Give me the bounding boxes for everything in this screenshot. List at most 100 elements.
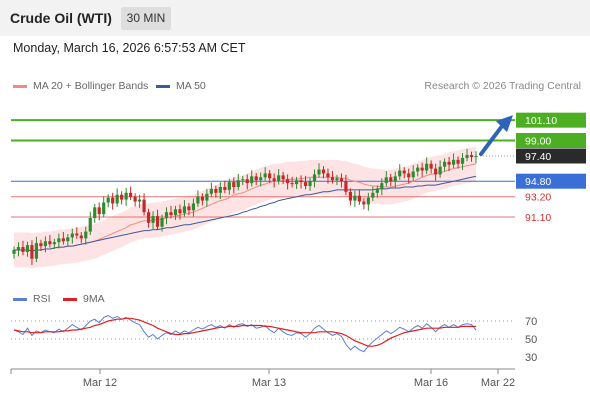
candle-body <box>326 173 330 178</box>
candle-body <box>173 209 178 216</box>
candle-body <box>155 216 160 227</box>
rsi-label: RSI <box>33 293 51 305</box>
candle-body <box>16 247 21 250</box>
level-tag-101.10 <box>516 112 586 128</box>
candle-body <box>299 180 303 183</box>
x-tick-label: Mar 22 <box>481 377 515 389</box>
candle-body <box>339 178 344 182</box>
candle-body <box>366 197 370 205</box>
level-tag-94.80 <box>516 173 586 189</box>
candle-body <box>227 182 231 190</box>
candle-body <box>281 175 285 180</box>
x-tick-label: Mar 13 <box>252 377 286 389</box>
candle-body <box>182 206 187 214</box>
candle-body <box>84 231 88 239</box>
candle-body <box>380 183 384 189</box>
candle-body <box>250 176 254 184</box>
rsi-swatch <box>13 297 27 301</box>
candle-body <box>196 196 200 204</box>
rsi-ma9-line <box>13 317 476 347</box>
timeframe-badge[interactable]: 30 MIN <box>121 7 171 30</box>
candle-body <box>317 169 321 175</box>
candle-body <box>272 178 276 182</box>
candle-body <box>57 238 61 243</box>
candle-body <box>88 218 92 232</box>
candle-body <box>357 195 361 202</box>
candle-body <box>353 195 357 201</box>
candle-body <box>214 188 218 193</box>
candle-body <box>294 180 299 185</box>
ma9-label: 9MA <box>83 293 105 305</box>
candle-body <box>393 176 397 182</box>
candle-body <box>39 243 43 247</box>
candle-body <box>124 192 128 200</box>
bollinger-band-area <box>14 146 476 269</box>
x-tick-label: Mar 16 <box>414 377 448 389</box>
legend-9ma: 9MA <box>63 293 105 305</box>
candle-body <box>268 173 272 179</box>
rsi-tick-70: 70 <box>525 316 537 328</box>
rsi-tick-50: 50 <box>525 334 537 346</box>
candle-body <box>97 207 101 215</box>
ma50-swatch <box>156 84 170 88</box>
candle-body <box>330 177 335 181</box>
candle-body <box>362 201 366 205</box>
candle-body <box>425 163 429 171</box>
candle-body <box>102 202 106 215</box>
header-bar: Crude Oil (WTI) 30 MIN <box>0 0 590 36</box>
candle-body <box>21 247 25 252</box>
candle-body <box>75 233 79 236</box>
candle-body <box>451 159 456 165</box>
level-label-94.80: 94.80 <box>525 176 551 188</box>
candle-body <box>407 173 411 178</box>
level-tag-99.00 <box>516 133 586 148</box>
candle-body <box>232 182 236 187</box>
candle-body <box>30 245 34 259</box>
candle-body <box>245 179 249 184</box>
candle-body <box>164 212 169 218</box>
candle-body <box>456 159 460 164</box>
candle-body <box>469 155 474 157</box>
candle-body <box>308 181 312 187</box>
ma20-label: MA 20 + Bollinger Bands <box>33 80 149 92</box>
ma20-swatch <box>13 84 27 88</box>
candle-body <box>286 179 290 184</box>
candle-body <box>12 249 16 254</box>
candle-body <box>133 196 137 202</box>
candle-body <box>129 192 133 197</box>
candle-body <box>218 187 222 193</box>
candle-body <box>115 194 119 204</box>
candle-body <box>241 179 245 181</box>
candle-body <box>398 170 402 177</box>
candle-body <box>223 187 227 190</box>
candle-body <box>460 157 465 164</box>
candle-body <box>411 171 415 178</box>
candle-body <box>209 188 213 194</box>
candle-body <box>151 216 155 223</box>
rsi-tick-30: 30 <box>525 352 537 364</box>
candle-body <box>447 161 451 165</box>
candle-body <box>200 196 204 201</box>
legend-ma20: MA 20 + Bollinger Bands <box>13 80 148 92</box>
candle-body <box>61 238 65 242</box>
candle-body <box>335 178 339 181</box>
candle-body <box>348 191 353 201</box>
candle-body <box>236 180 240 187</box>
level-label-97.40: 97.40 <box>525 151 551 163</box>
candle-body <box>79 235 83 239</box>
candle-body <box>259 177 263 181</box>
candle-body <box>384 177 388 184</box>
candle-body <box>205 193 209 201</box>
candle-body <box>312 174 317 182</box>
candle-body <box>290 183 294 185</box>
candle-body <box>465 155 469 158</box>
candle-body <box>52 242 56 245</box>
candle-body <box>137 199 142 202</box>
candle-body <box>263 173 267 178</box>
candle-body <box>187 206 191 211</box>
candle-body <box>443 161 447 167</box>
instrument-title: Crude Oil (WTI) <box>10 10 112 26</box>
ma50-label: MA 50 <box>176 80 206 92</box>
candle-body <box>344 181 348 192</box>
